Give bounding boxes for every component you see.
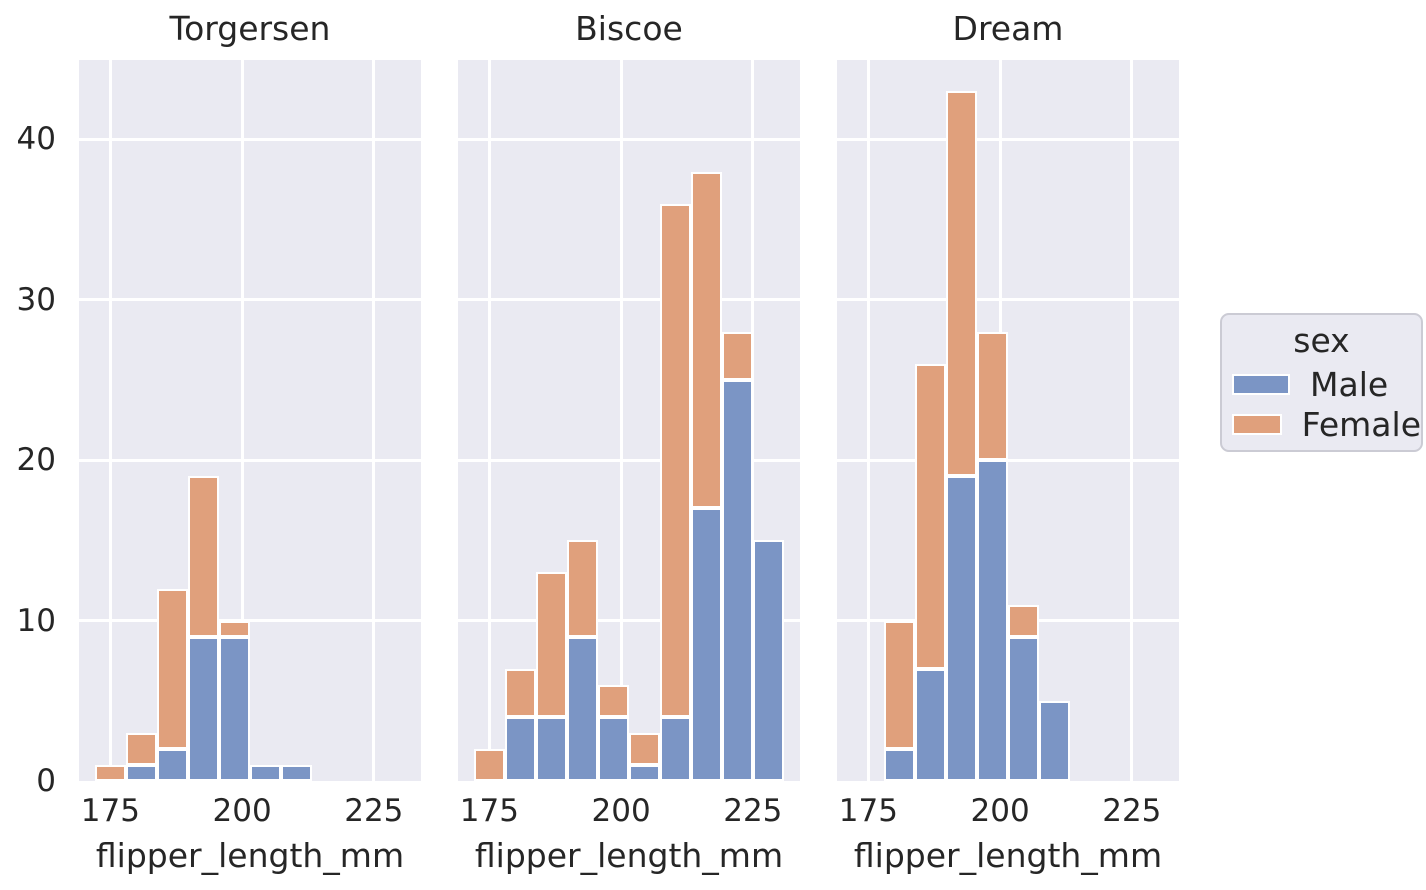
legend: sex Male Female [1220, 313, 1423, 452]
bar-segment-male [566, 636, 598, 781]
bar-segment-male [125, 765, 157, 781]
bar-segment-male [250, 765, 282, 781]
bar-segment-male [504, 716, 536, 781]
bar-segment-female [218, 620, 250, 637]
legend-entry-female: Female [1232, 404, 1421, 444]
bar-segment-male [753, 540, 785, 781]
bar-segment-female [597, 684, 629, 717]
facet-panel-biscoe [458, 60, 800, 781]
y-tick-label: 30 [16, 281, 56, 318]
gridline-horizontal [79, 298, 421, 302]
facet-title-dream: Dream [952, 9, 1064, 48]
x-axis-label-dream: flipper_length_mm [853, 836, 1163, 875]
gridline-horizontal [458, 458, 800, 462]
gridline-vertical [487, 60, 491, 781]
bar-segment-male [722, 380, 754, 781]
bar-segment-male [156, 748, 188, 781]
bar-segment-female [945, 91, 977, 477]
x-axis-label-biscoe: flipper_length_mm [474, 836, 784, 875]
bar-segment-female [566, 540, 598, 637]
bar-segment-male [629, 765, 661, 781]
bar-segment-female [883, 620, 915, 749]
legend-swatch-female-icon [1232, 413, 1282, 435]
bar-segment-female [187, 476, 219, 637]
bar-segment-male [597, 716, 629, 781]
facet-title-biscoe: Biscoe [575, 9, 683, 48]
gridline-horizontal [458, 619, 800, 623]
x-tick-label: 200 [212, 793, 272, 829]
gridline-horizontal [79, 619, 421, 623]
bar-segment-male [691, 508, 723, 781]
bar-segment-female [504, 668, 536, 717]
bar-segment-male [1008, 636, 1040, 781]
gridline-horizontal [837, 298, 1179, 302]
bar-segment-male [187, 636, 219, 781]
bar-segment-male [945, 476, 977, 781]
x-tick-label: 225 [723, 793, 783, 829]
bar-segment-female [660, 203, 692, 717]
bar-segment-female [629, 732, 661, 765]
x-tick-label: 175 [838, 793, 898, 829]
x-tick-label: 200 [970, 793, 1030, 829]
bar-segment-male [883, 748, 915, 781]
gridline-vertical [1130, 60, 1134, 781]
gridline-horizontal [458, 137, 800, 141]
gridline-horizontal [837, 137, 1179, 141]
x-tick-label: 175 [459, 793, 519, 829]
facet-title-torgersen: Torgersen [169, 9, 331, 48]
bar-segment-female [722, 331, 754, 380]
y-tick-label: 0 [36, 763, 56, 799]
bar-segment-female [691, 171, 723, 509]
y-tick-label: 40 [16, 121, 56, 158]
legend-entry-male: Male [1232, 364, 1421, 404]
gridline-vertical [619, 60, 623, 781]
gridline-vertical [372, 60, 376, 781]
bar-segment-female [535, 572, 567, 717]
bar-segment-male [218, 636, 250, 781]
legend-label-male: Male [1310, 364, 1389, 404]
bar-segment-male [1039, 700, 1071, 781]
facet-panel-dream [837, 60, 1179, 781]
bar-segment-female [1008, 604, 1040, 637]
gridline-horizontal [837, 458, 1179, 462]
x-tick-label: 225 [344, 793, 404, 829]
legend-label-female: Female [1301, 404, 1421, 444]
bar-segment-female [914, 363, 946, 669]
bar-segment-male [281, 765, 313, 781]
gridline-vertical [866, 60, 870, 781]
y-tick-label: 20 [16, 442, 56, 479]
bar-segment-female [156, 588, 188, 749]
bar-segment-male [535, 716, 567, 781]
gridline-vertical [108, 60, 112, 781]
y-tick-label: 10 [16, 602, 56, 639]
bar-segment-female [94, 765, 126, 781]
bar-segment-male [914, 668, 946, 781]
gridline-horizontal [458, 298, 800, 302]
x-tick-label: 225 [1102, 793, 1162, 829]
bar-segment-female [976, 331, 1008, 461]
bar-segment-female [473, 748, 505, 781]
bar-segment-male [660, 716, 692, 781]
bar-segment-female [125, 732, 157, 765]
x-tick-label: 175 [80, 793, 140, 829]
legend-title: sex [1293, 321, 1350, 360]
gridline-horizontal [79, 137, 421, 141]
gridline-vertical [240, 60, 244, 781]
gridline-horizontal [79, 458, 421, 462]
x-tick-label: 200 [591, 793, 651, 829]
legend-swatch-male-icon [1232, 373, 1290, 395]
bar-segment-male [976, 460, 1008, 781]
x-axis-label-torgersen: flipper_length_mm [95, 836, 405, 875]
facet-panel-torgersen [79, 60, 421, 781]
